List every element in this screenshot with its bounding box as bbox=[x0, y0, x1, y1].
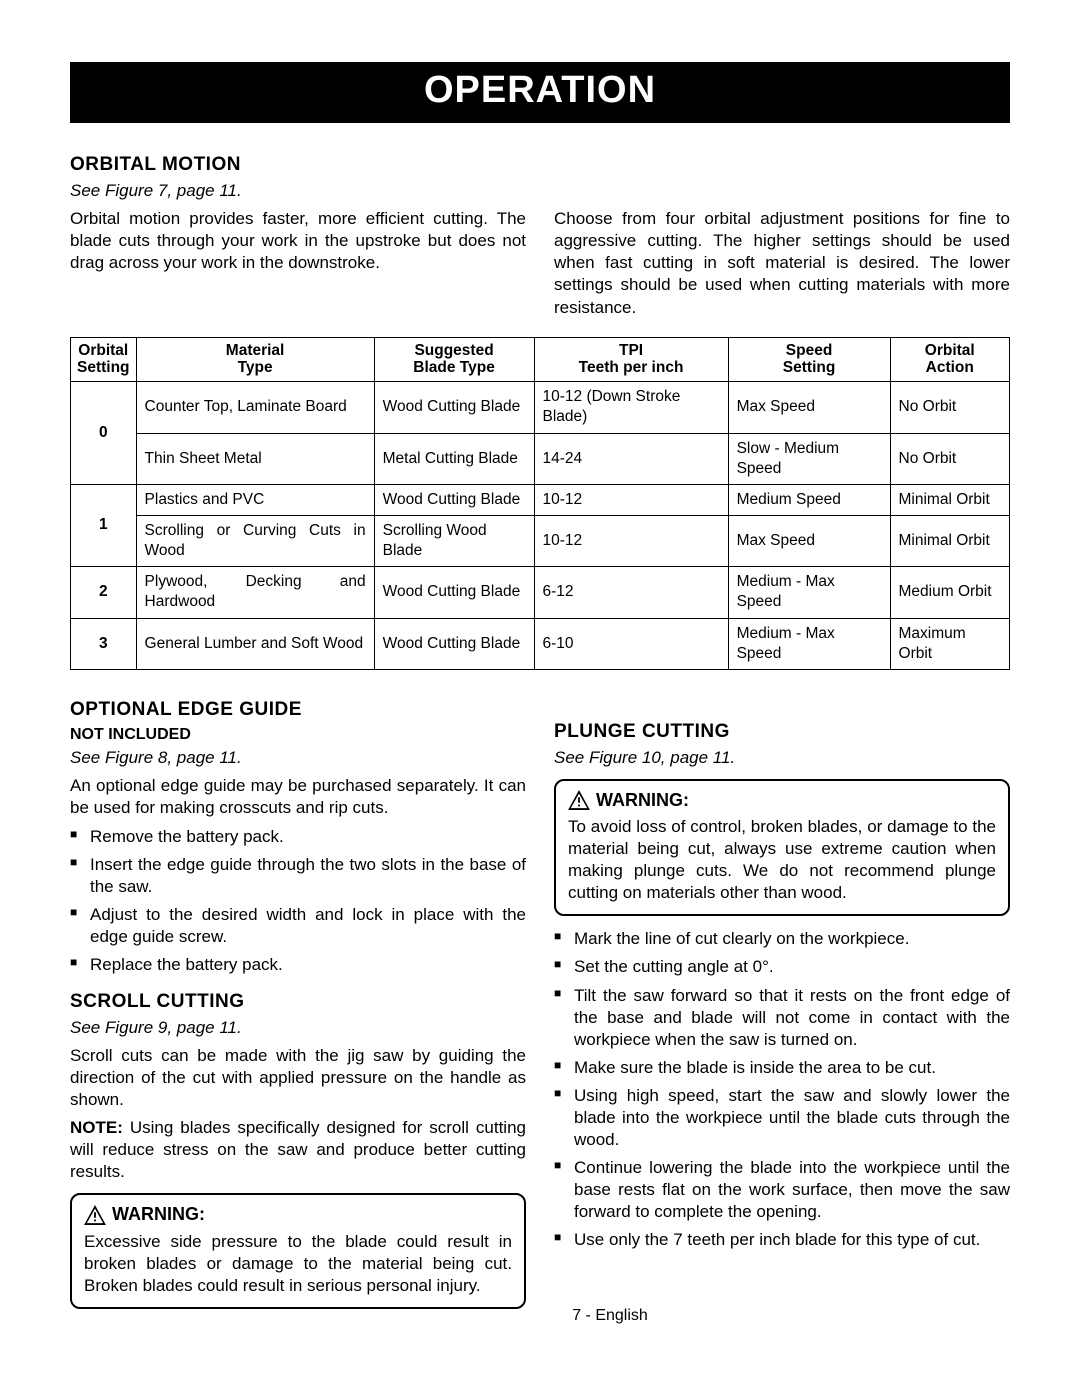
lower-columns: OPTIONAL EDGE GUIDE NOT INCLUDED See Fig… bbox=[70, 698, 1010, 1321]
list-item: Set the cutting angle at 0°. bbox=[554, 956, 1010, 978]
list-item: Make sure the blade is inside the area t… bbox=[554, 1057, 1010, 1079]
plunge-list: Mark the line of cut clearly on the work… bbox=[554, 928, 1010, 1251]
cell-speed: Max Speed bbox=[728, 515, 890, 566]
orbital-title: ORBITAL MOTION bbox=[70, 153, 1010, 178]
cell-action: Minimal Orbit bbox=[890, 515, 1009, 566]
scroll-warning-box: WARNING: Excessive side pressure to the … bbox=[70, 1193, 526, 1309]
cell-material: Thin Sheet Metal bbox=[136, 433, 374, 484]
plunge-title: PLUNGE CUTTING bbox=[554, 720, 1010, 745]
scroll-figref: See Figure 9, page 11. bbox=[70, 1017, 526, 1039]
th-material: MaterialType bbox=[136, 337, 374, 382]
list-item: Use only the 7 teeth per inch blade for … bbox=[554, 1229, 1010, 1251]
warning-header: WARNING: bbox=[568, 789, 996, 812]
cell-tpi: 6-10 bbox=[534, 618, 728, 669]
list-item: Using high speed, start the saw and slow… bbox=[554, 1085, 1010, 1151]
table-row: 3General Lumber and Soft WoodWood Cuttin… bbox=[71, 618, 1010, 669]
orbital-table: OrbitalSetting MaterialType SuggestedBla… bbox=[70, 337, 1010, 670]
cell-blade: Scrolling Wood Blade bbox=[374, 515, 534, 566]
plunge-warning-body: To avoid loss of control, broken blades,… bbox=[568, 816, 996, 904]
cell-material: Counter Top, Laminate Board bbox=[136, 382, 374, 433]
edge-para: An optional edge guide may be purchased … bbox=[70, 775, 526, 819]
warning-icon bbox=[568, 790, 590, 810]
th-tpi: TPITeeth per inch bbox=[534, 337, 728, 382]
cell-material: Scrolling or Curving Cuts in Wood bbox=[136, 515, 374, 566]
plunge-warning-box: WARNING: To avoid loss of control, broke… bbox=[554, 779, 1010, 917]
cell-blade: Wood Cutting Blade bbox=[374, 567, 534, 618]
cell-action: No Orbit bbox=[890, 433, 1009, 484]
cell-action: Medium Orbit bbox=[890, 567, 1009, 618]
list-item: Remove the battery pack. bbox=[70, 826, 526, 848]
scroll-para: Scroll cuts can be made with the jig saw… bbox=[70, 1045, 526, 1111]
orbital-left-para: Orbital motion provides faster, more eff… bbox=[70, 208, 526, 274]
warning-header: WARNING: bbox=[84, 1203, 512, 1226]
cell-material: Plastics and PVC bbox=[136, 484, 374, 515]
cell-setting: 2 bbox=[71, 567, 137, 618]
cell-speed: Slow - Medium Speed bbox=[728, 433, 890, 484]
cell-setting: 3 bbox=[71, 618, 137, 669]
cell-blade: Metal Cutting Blade bbox=[374, 433, 534, 484]
warning-label: WARNING: bbox=[112, 1203, 205, 1226]
list-item: Replace the battery pack. bbox=[70, 954, 526, 976]
table-row: 0Counter Top, Laminate BoardWood Cutting… bbox=[71, 382, 1010, 433]
page-banner: OPERATION bbox=[70, 62, 1010, 123]
list-item: Adjust to the desired width and lock in … bbox=[70, 904, 526, 948]
th-action: OrbitalAction bbox=[890, 337, 1009, 382]
right-column: PLUNGE CUTTING See Figure 10, page 11. W… bbox=[554, 698, 1010, 1321]
orbital-right-para: Choose from four orbital adjustment posi… bbox=[554, 208, 1010, 318]
note-body: Using blades specifically designed for s… bbox=[70, 1118, 526, 1181]
list-item: Continue lowering the blade into the wor… bbox=[554, 1157, 1010, 1223]
table-header-row: OrbitalSetting MaterialType SuggestedBla… bbox=[71, 337, 1010, 382]
left-column: OPTIONAL EDGE GUIDE NOT INCLUDED See Fig… bbox=[70, 698, 526, 1321]
scroll-warning-body: Excessive side pressure to the blade cou… bbox=[84, 1231, 512, 1297]
scroll-note: NOTE: Using blades specifically designed… bbox=[70, 1117, 526, 1183]
cell-action: No Orbit bbox=[890, 382, 1009, 433]
warning-label: WARNING: bbox=[596, 789, 689, 812]
cell-tpi: 10-12 bbox=[534, 515, 728, 566]
cell-speed: Medium - Max Speed bbox=[728, 567, 890, 618]
table-row: Scrolling or Curving Cuts in WoodScrolli… bbox=[71, 515, 1010, 566]
edge-list: Remove the battery pack. Insert the edge … bbox=[70, 826, 526, 977]
table-row: 1Plastics and PVCWood Cutting Blade10-12… bbox=[71, 484, 1010, 515]
warning-icon bbox=[84, 1205, 106, 1225]
cell-tpi: 10-12 bbox=[534, 484, 728, 515]
list-item: Insert the edge guide through the two sl… bbox=[70, 854, 526, 898]
th-speed: SpeedSetting bbox=[728, 337, 890, 382]
cell-material: General Lumber and Soft Wood bbox=[136, 618, 374, 669]
plunge-figref: See Figure 10, page 11. bbox=[554, 747, 1010, 769]
list-item: Tilt the saw forward so that it rests on… bbox=[554, 985, 1010, 1051]
cell-setting: 0 bbox=[71, 382, 137, 485]
cell-action: Maximum Orbit bbox=[890, 618, 1009, 669]
cell-blade: Wood Cutting Blade bbox=[374, 382, 534, 433]
scroll-title: SCROLL CUTTING bbox=[70, 990, 526, 1015]
orbital-figref: See Figure 7, page 11. bbox=[70, 180, 1010, 202]
cell-material: Plywood, Decking and Hardwood bbox=[136, 567, 374, 618]
table-row: Thin Sheet MetalMetal Cutting Blade14-24… bbox=[71, 433, 1010, 484]
cell-speed: Medium Speed bbox=[728, 484, 890, 515]
note-lead: NOTE: bbox=[70, 1118, 123, 1137]
cell-blade: Wood Cutting Blade bbox=[374, 618, 534, 669]
cell-tpi: 10-12 (Down Stroke Blade) bbox=[534, 382, 728, 433]
edge-sub: NOT INCLUDED bbox=[70, 725, 526, 746]
orbital-section: ORBITAL MOTION See Figure 7, page 11. Or… bbox=[70, 153, 1010, 318]
cell-tpi: 14-24 bbox=[534, 433, 728, 484]
cell-action: Minimal Orbit bbox=[890, 484, 1009, 515]
cell-speed: Medium - Max Speed bbox=[728, 618, 890, 669]
cell-tpi: 6-12 bbox=[534, 567, 728, 618]
list-item: Mark the line of cut clearly on the work… bbox=[554, 928, 1010, 950]
table-row: 2Plywood, Decking and HardwoodWood Cutti… bbox=[71, 567, 1010, 618]
th-blade: SuggestedBlade Type bbox=[374, 337, 534, 382]
cell-blade: Wood Cutting Blade bbox=[374, 484, 534, 515]
page-footer: 7 - English bbox=[70, 1306, 1080, 1327]
edge-figref: See Figure 8, page 11. bbox=[70, 747, 526, 769]
cell-speed: Max Speed bbox=[728, 382, 890, 433]
th-setting: OrbitalSetting bbox=[71, 337, 137, 382]
cell-setting: 1 bbox=[71, 484, 137, 566]
edge-title: OPTIONAL EDGE GUIDE bbox=[70, 698, 526, 723]
